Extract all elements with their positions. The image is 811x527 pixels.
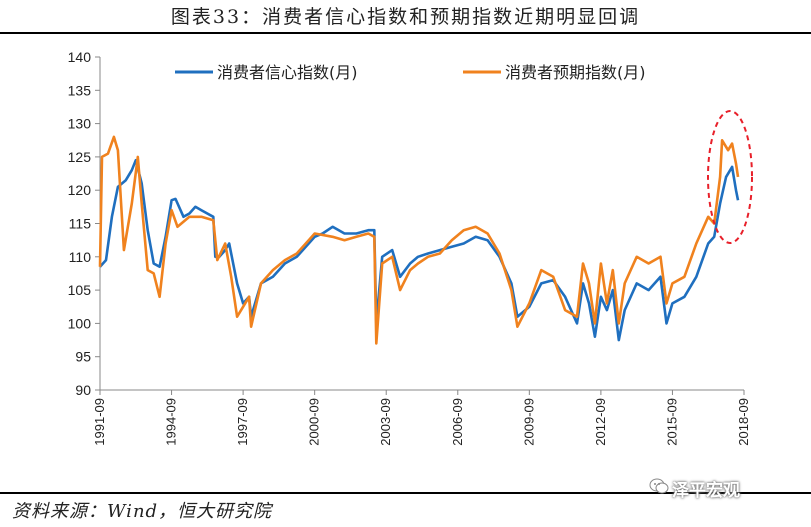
- y-tick-label: 140: [68, 49, 92, 65]
- chart-legend: 消费者信心指数(月) 消费者预期指数(月): [175, 63, 646, 82]
- y-tick-label: 110: [69, 249, 92, 265]
- series-line-1: [99, 158, 740, 342]
- figure-title: 图表33：消费者信心指数和预期指数近期明显回调: [170, 6, 641, 28]
- x-tick-label: 2000-09: [307, 398, 322, 446]
- chart-annotation: [707, 110, 753, 244]
- chart-series: [98, 135, 740, 345]
- x-tick-label: 1991-09: [92, 398, 107, 446]
- x-tick-label: 2009-09: [521, 398, 536, 446]
- y-tick-label: 115: [69, 216, 92, 232]
- y-tick-label: 105: [68, 282, 92, 298]
- wechat-icon: [649, 478, 669, 494]
- line-chart: 90 95 100 105 110 115 120 125 130 135 140 1991-09 19…: [68, 49, 753, 446]
- series-line-2: [98, 135, 740, 345]
- source-rule: [0, 492, 811, 494]
- y-tick-label: 95: [75, 349, 91, 365]
- x-tick-label: 2018-09: [736, 398, 751, 446]
- y-tick-label: 120: [68, 182, 92, 198]
- watermark: 泽平宏观: [672, 481, 740, 501]
- x-tick-label: 2006-09: [450, 398, 465, 446]
- chart-axes: 90 95 100 105 110 115 120 125 130 135 140 1991-09 19…: [68, 49, 751, 446]
- x-tick-label: 2012-09: [593, 398, 608, 446]
- x-tick-label: 2003-09: [378, 398, 393, 446]
- highlight-ellipse: [707, 110, 753, 244]
- legend-label-2: 消费者预期指数(月): [505, 63, 646, 82]
- y-tick-label: 90: [75, 382, 91, 398]
- legend-label-1: 消费者信心指数(月): [217, 63, 358, 82]
- y-tick-label: 125: [68, 149, 92, 165]
- y-tick-label: 135: [68, 82, 92, 98]
- source-note: 资料来源：Wind，恒大研究院: [12, 501, 273, 522]
- title-rule: [0, 32, 811, 34]
- x-tick-label: 1994-09: [164, 398, 179, 446]
- y-tick-label: 100: [68, 315, 92, 331]
- x-tick-label: 2015-09: [664, 398, 679, 446]
- x-tick-label: 1997-09: [235, 398, 250, 446]
- y-tick-label: 130: [68, 116, 92, 132]
